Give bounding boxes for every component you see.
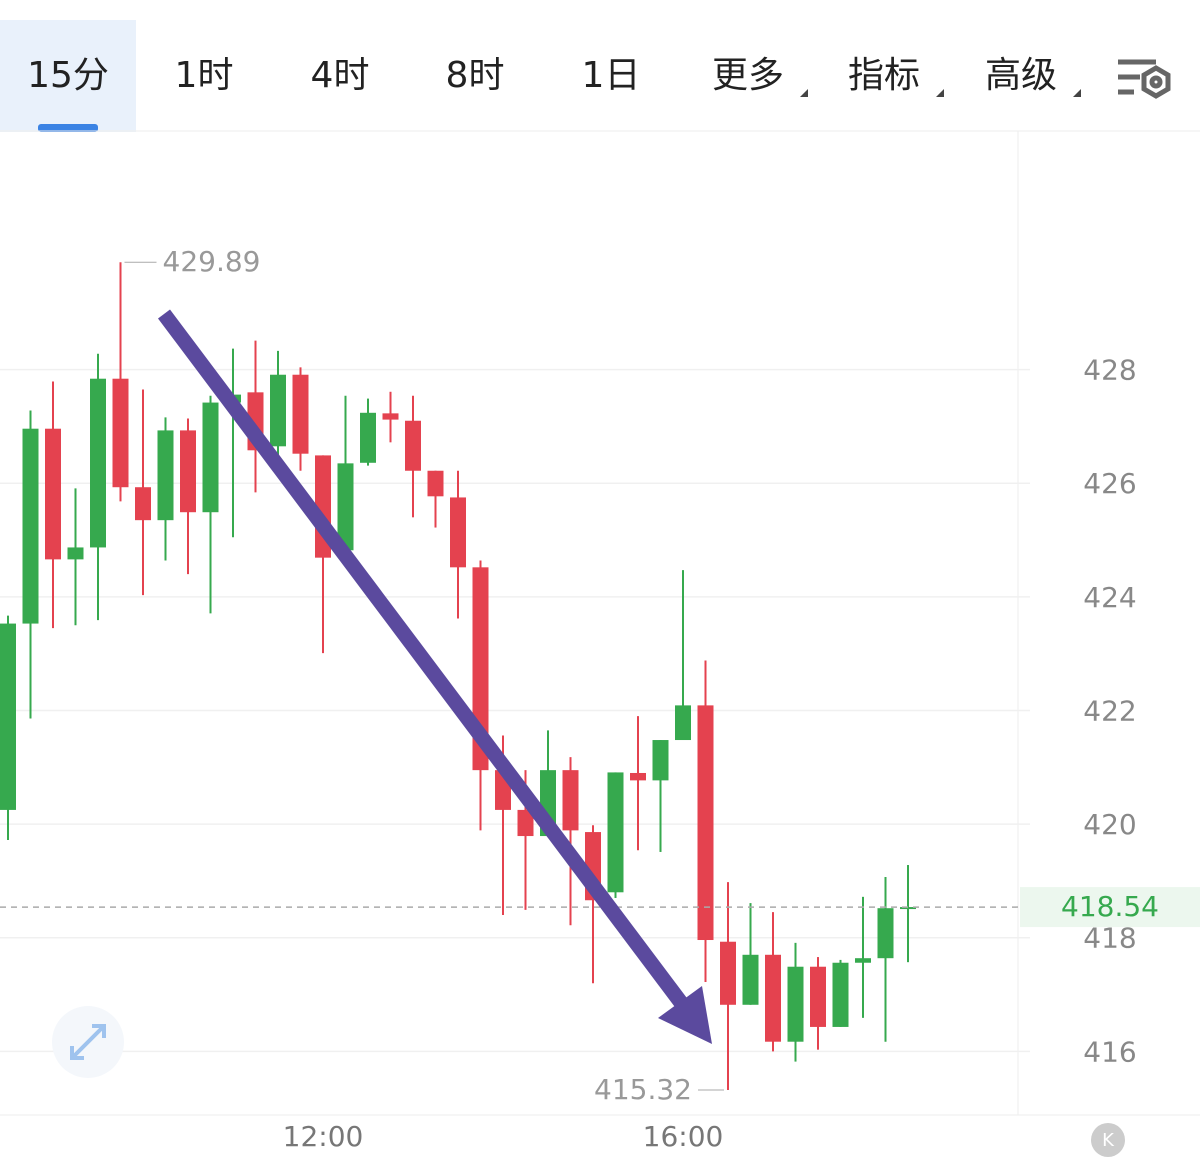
candle-body — [382, 413, 399, 420]
candle-body — [742, 954, 759, 1005]
dropdown-caret — [936, 89, 944, 97]
candle-body — [202, 402, 219, 513]
tab[interactable]: 1日 — [582, 55, 641, 96]
candle-body — [270, 374, 286, 447]
candle-body — [427, 470, 444, 497]
candle-body — [405, 420, 421, 471]
dropdown-caret — [1073, 89, 1081, 97]
candle-body — [292, 374, 309, 454]
candle-body — [652, 740, 669, 781]
tab[interactable]: 4时 — [311, 55, 370, 96]
y-tick-label: 424 — [1083, 581, 1136, 614]
settings-icon[interactable] — [1118, 59, 1171, 99]
x-tick-label: 12:00 — [283, 1120, 364, 1153]
trend-arrow — [158, 309, 712, 1044]
k-button[interactable]: K — [1091, 1123, 1125, 1157]
candle-body — [607, 772, 624, 893]
y-tick-label: 428 — [1083, 354, 1136, 387]
annotation: 415.32 — [594, 1073, 692, 1106]
candle-body — [135, 487, 151, 521]
candle-body — [720, 941, 736, 1005]
active-tab-bg — [0, 20, 136, 132]
tab[interactable]: 8时 — [446, 55, 505, 96]
candle-body — [765, 954, 781, 1042]
tab[interactable]: 1时 — [175, 55, 234, 96]
candle-body — [157, 430, 174, 521]
candle-body — [630, 772, 646, 781]
dropdown-caret — [800, 89, 808, 97]
candle-body — [900, 907, 916, 910]
x-tick-label: 16:00 — [643, 1120, 724, 1153]
candle-body — [45, 428, 61, 560]
candle-body — [562, 770, 579, 831]
annotation: 429.89 — [163, 245, 261, 278]
y-tick-label: 420 — [1083, 808, 1136, 841]
candle-body — [697, 705, 714, 941]
candle-body — [360, 412, 376, 463]
expand-button[interactable] — [52, 1006, 124, 1078]
candle-body — [337, 463, 354, 551]
candle-body — [517, 809, 534, 837]
candle-body — [450, 497, 466, 568]
y-tick-label: 416 — [1083, 1035, 1136, 1068]
last-price-bg — [1020, 887, 1200, 928]
active-tab-indicator — [38, 124, 98, 132]
candle-body — [0, 623, 16, 810]
candle-body — [787, 966, 804, 1042]
tab[interactable]: 更多 — [712, 55, 784, 96]
candle-body — [90, 378, 106, 548]
tab[interactable]: 高级 — [985, 55, 1057, 96]
candle-body — [877, 908, 894, 959]
svg-text:K: K — [1102, 1130, 1115, 1151]
y-tick-label: 418 — [1083, 922, 1136, 955]
candle-body — [675, 705, 691, 741]
last-price-label: 418.54 — [1061, 890, 1159, 923]
candle-body — [810, 966, 826, 1027]
tab[interactable]: 15分 — [27, 55, 109, 96]
candle-body — [832, 962, 849, 1027]
candle-body — [855, 958, 871, 963]
y-tick-label: 426 — [1083, 467, 1136, 500]
candle-body — [112, 378, 129, 488]
y-tick-label: 422 — [1083, 694, 1136, 727]
candle-body — [180, 430, 196, 513]
candle-body — [67, 547, 84, 560]
candle-body — [22, 428, 39, 624]
tab[interactable]: 指标 — [848, 55, 920, 96]
